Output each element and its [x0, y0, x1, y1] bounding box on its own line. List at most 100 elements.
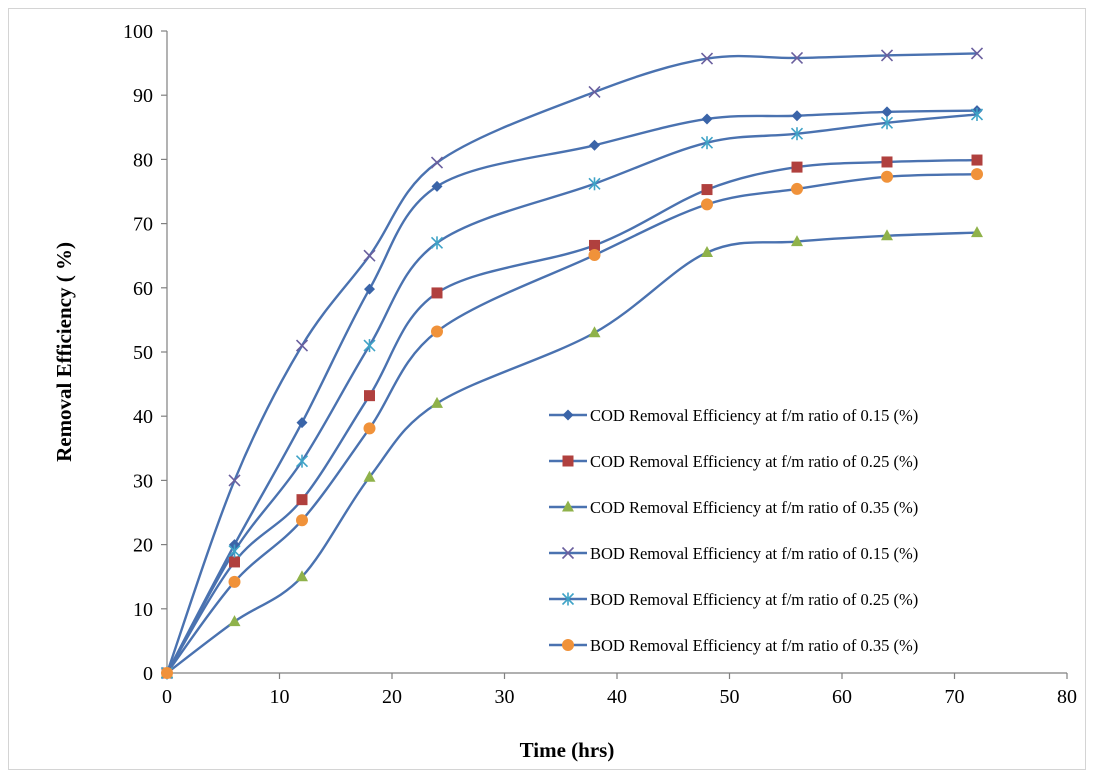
x-tick-label: 80: [1057, 686, 1077, 708]
data-point-series-5: [880, 116, 894, 130]
data-point-series-2: [589, 239, 600, 251]
data-point-series-3: [791, 235, 803, 247]
data-point-series-3: [881, 229, 893, 241]
data-point-series-2: [431, 287, 443, 299]
y-tick-label: 100: [123, 21, 153, 43]
data-point-series-6: [881, 170, 893, 183]
x-tick-label: 10: [270, 686, 290, 708]
x-axis-title: Time (hrs): [520, 738, 615, 762]
data-point-series-4: [880, 49, 894, 62]
data-point-series-4: [430, 156, 444, 169]
data-point-series-4-stroke: [295, 339, 309, 352]
data-point-series-4: [295, 339, 309, 352]
data-point-series-6: [161, 667, 173, 679]
legend: COD Removal Efficiency at f/m ratio of 0…: [549, 406, 918, 655]
y-tick-label: 60: [133, 278, 153, 300]
data-point-series-1: [589, 139, 600, 151]
x-tick-label: 20: [382, 686, 402, 708]
data-point-series-2: [364, 390, 375, 402]
legend-marker-6: [562, 639, 574, 651]
data-point-series-1: [364, 283, 375, 295]
data-point-series-4-stroke: [363, 249, 376, 262]
data-point-series-4-stroke: [790, 51, 804, 65]
series-line-2: [165, 158, 978, 674]
series-line-4: [165, 52, 978, 674]
data-point-series-4-stroke: [228, 474, 241, 487]
y-tick-label: 50: [133, 342, 153, 364]
data-point-series-3: [363, 470, 376, 482]
data-point-series-5: [295, 454, 309, 468]
data-point-series-3: [588, 326, 601, 338]
x-tick-label: 70: [945, 686, 965, 708]
y-tick-label: 80: [133, 149, 153, 171]
series-markers: [160, 47, 984, 680]
axes: 0 10 20 30 40 50 60 70 80 90 100 0 10 20 30 40 50 60 70 80: [123, 21, 1077, 708]
data-point-series-2: [881, 156, 893, 168]
data-point-series-4: [363, 249, 376, 262]
data-point-series-1: [701, 113, 713, 125]
data-point-series-4: [790, 51, 804, 65]
data-point-series-3: [296, 570, 308, 582]
y-tick-label: 0: [143, 663, 153, 685]
series-lines: [165, 52, 978, 674]
data-point-series-3: [971, 226, 983, 238]
data-point-series-4: [228, 474, 241, 487]
data-point-series-4-stroke: [880, 49, 894, 62]
y-tick-label: 40: [133, 406, 153, 428]
chart-frame: 0 10 20 30 40 50 60 70 80 90 100 0 10 20 30 40 50 60 70 80 …: [8, 8, 1086, 770]
data-point-series-6: [228, 575, 241, 588]
legend-marker-3: [562, 500, 574, 512]
data-point-series-6: [791, 182, 803, 195]
data-point-series-4-stroke: [430, 156, 444, 169]
legend-marker-4: [561, 546, 575, 560]
data-point-series-2: [701, 184, 713, 196]
data-point-series-2: [971, 154, 983, 166]
y-tick-label: 70: [133, 214, 153, 236]
legend-marker-1: [562, 409, 574, 421]
series-line-6: [166, 172, 978, 674]
data-point-series-4-stroke: [970, 47, 984, 60]
legend-marker-4-stroke: [561, 546, 575, 560]
data-point-series-4: [970, 47, 984, 60]
data-point-series-1: [296, 417, 308, 429]
data-point-series-5: [970, 107, 984, 121]
legend-marker-2: [562, 455, 574, 467]
legend-label-5: BOD Removal Efficiency at f/m ratio of 0…: [590, 590, 918, 609]
y-tick-label: 10: [133, 599, 153, 621]
legend-marker-5: [561, 592, 575, 606]
x-tick-label: 40: [607, 686, 627, 708]
data-point-series-3: [431, 396, 443, 408]
x-tick-label: 60: [832, 686, 852, 708]
series-line-1: [165, 109, 978, 674]
legend-label-4: BOD Removal Efficiency at f/m ratio of 0…: [590, 544, 918, 563]
data-point-series-4: [588, 85, 601, 99]
data-point-series-6: [588, 249, 601, 262]
series-line-5: [165, 113, 978, 674]
y-tick-label: 20: [133, 535, 153, 557]
data-point-series-4-stroke: [588, 85, 601, 99]
data-point-series-1: [881, 106, 893, 118]
data-point-series-6: [296, 514, 308, 527]
data-point-series-4: [700, 52, 714, 65]
data-point-series-6: [701, 198, 713, 211]
data-point-series-2: [229, 556, 240, 568]
x-tick-label: 50: [720, 686, 740, 708]
data-point-series-4-stroke: [700, 52, 714, 65]
data-point-series-5: [588, 177, 601, 191]
data-point-series-5: [228, 544, 241, 558]
data-point-series-1: [791, 110, 803, 122]
data-point-series-2: [296, 494, 308, 506]
legend-label-6: BOD Removal Efficiency at f/m ratio of 0…: [590, 636, 918, 655]
x-tick-label: 30: [495, 686, 515, 708]
series-line-3: [166, 231, 978, 674]
y-tick-label: 90: [133, 85, 153, 107]
data-point-series-1: [431, 180, 443, 192]
y-tick-label: 30: [133, 470, 153, 492]
data-point-series-5: [700, 136, 714, 150]
data-point-series-2: [791, 161, 803, 173]
data-point-series-5: [430, 236, 444, 250]
data-point-series-6: [971, 168, 983, 181]
data-point-series-5: [363, 339, 376, 353]
legend-label-2: COD Removal Efficiency at f/m ratio of 0…: [590, 452, 918, 471]
